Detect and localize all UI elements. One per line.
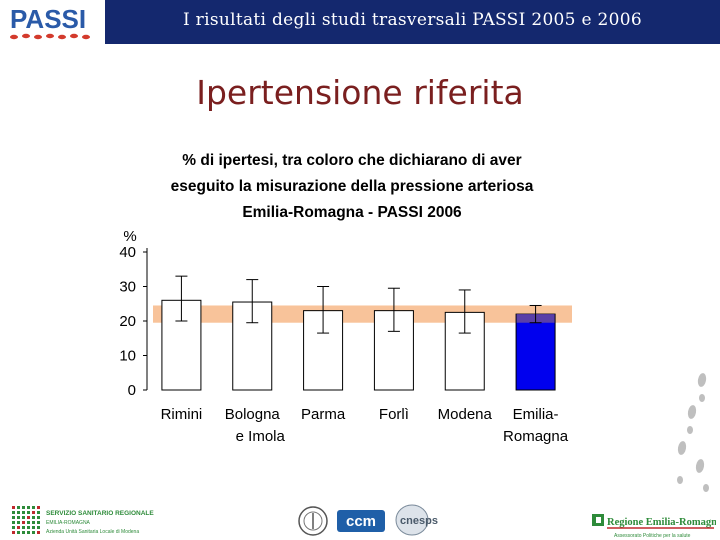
x-tick-label: Romagna <box>503 428 569 445</box>
chart-title-line: % di ipertesi, tra coloro che dichiarano… <box>182 152 521 169</box>
decorative-footprints <box>677 373 709 492</box>
x-tick-label: Parma <box>301 406 346 423</box>
ausl-modena-logo: SERVIZIO SANITARIO REGIONALE EMILIA-ROMA… <box>12 506 154 535</box>
y-tick-label: 40 <box>119 244 136 261</box>
passi-logo-footprints <box>10 33 90 40</box>
ausl-line-2: EMILIA-ROMAGNA <box>46 520 91 526</box>
chart-title-line: eseguito la misurazione della pressione … <box>171 178 534 195</box>
x-tick-label: Bologna <box>225 406 281 423</box>
header-title: I risultati degli studi trasversali PASS… <box>182 10 643 30</box>
ccm-logo-text: ccm <box>346 513 376 530</box>
slide-title: Ipertensione riferita <box>196 73 524 112</box>
error-bar <box>175 275 188 322</box>
y-tick-label: 10 <box>119 348 136 365</box>
cnesps-logo: cnesps <box>395 504 438 536</box>
header-bar: I risultati degli studi trasversali PASS… <box>105 0 720 44</box>
x-tick-label: Rimini <box>161 406 203 423</box>
regione-emilia-romagna-logo: Regione Emilia-Romagna Assessorato Polit… <box>592 514 716 539</box>
x-tick-label: Modena <box>438 406 493 423</box>
chart-title: % di ipertesi, tra coloro che dichiarano… <box>171 152 534 221</box>
y-tick-label: 0 <box>128 382 136 399</box>
error-bar <box>529 304 542 324</box>
passi-logo: PASSI <box>10 4 90 40</box>
ausl-line-1: SERVIZIO SANITARIO REGIONALE <box>46 510 154 517</box>
cnesps-logo-text: cnesps <box>400 515 438 527</box>
error-bar <box>387 287 400 332</box>
error-bar <box>317 286 330 334</box>
ausl-line-3: Azienda Unità Sanitaria Locale di Modena <box>46 529 139 535</box>
regional-confidence-band <box>153 305 572 323</box>
regione-name: Regione Emilia-Romagna <box>607 517 716 528</box>
bar-emilia-romagna <box>515 313 556 391</box>
passi-logo-text: PASSI <box>10 4 86 34</box>
error-bar <box>458 289 471 334</box>
x-tick-label: e Imola <box>236 428 286 445</box>
y-axis-label: % <box>123 228 136 245</box>
x-tick-label: Emilia- <box>513 406 559 423</box>
iss-seal-logo <box>298 506 328 536</box>
y-tick-label: 30 <box>119 279 136 296</box>
ausl-grid-icon <box>12 506 40 534</box>
bar-chart: % di ipertesi, tra coloro che dichiarano… <box>119 152 572 445</box>
error-bar <box>246 279 259 324</box>
ccm-logo: ccm <box>337 510 385 532</box>
x-tick-label: Forlì <box>379 406 409 423</box>
regione-tagline: Assessorato Politiche per la salute <box>614 533 691 539</box>
chart-title-line: Emilia-Romagna - PASSI 2006 <box>242 204 462 221</box>
y-tick-label: 20 <box>119 313 136 330</box>
